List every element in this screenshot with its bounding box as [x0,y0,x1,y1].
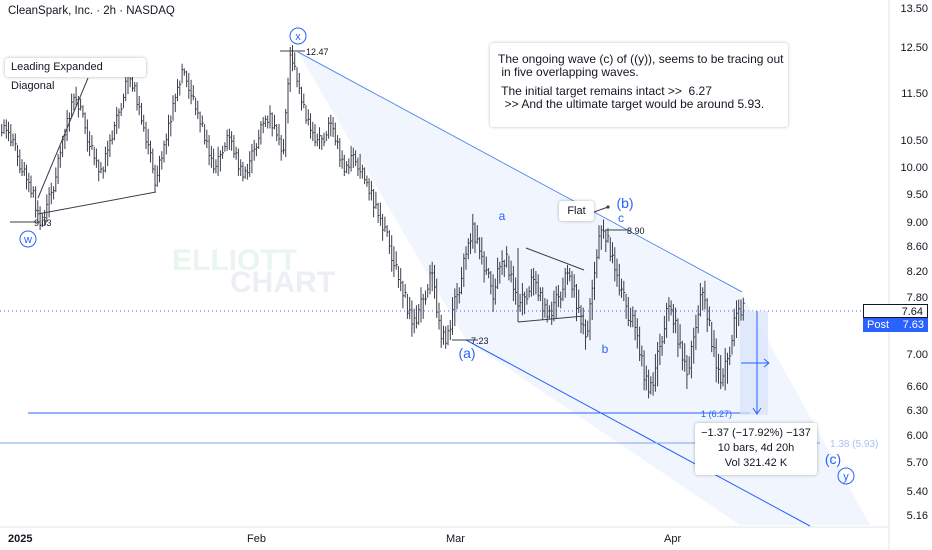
wave-x-circle [289,27,307,45]
wave-w[interactable]: w [19,230,37,248]
price-tick-label: 9.50 [906,189,928,201]
price-tick-label: 10.50 [900,135,928,147]
price-tick-label: 9.00 [906,217,928,229]
price-tick-label: 6.60 [906,381,928,393]
post-market-tag: Post 7.63 [863,318,928,332]
post-value: 7.63 [902,319,924,331]
wave-b-minor[interactable]: b [602,342,609,356]
measure-arrow-head [752,407,762,415]
wave-a-minor[interactable]: a [499,209,506,223]
wave-y-circle [837,467,855,485]
price-bars [1,45,745,399]
target-label-138: 1.38 (5.93) [830,439,878,450]
note-line-5: >> And the ultimate target would be arou… [498,97,765,111]
time-tick-label: 2025 [8,533,33,545]
price-tick-label: 5.16 [906,510,928,522]
wave-w-label: w [23,234,32,246]
wave-b-paren[interactable]: (b) [616,195,633,211]
wave-a-paren[interactable]: (a) [458,345,475,361]
analysis-note[interactable]: The ongoing wave (c) of ((y)), seems to … [490,43,788,127]
measure-change: −1.37 (−17.92%) −137 [701,427,811,439]
flat-connector [593,206,609,213]
note-line-1: The ongoing wave (c) of ((y)), seems to … [498,52,784,66]
time-tick-label: Mar [446,533,465,545]
measure-bars: 10 bars, 4d 20h [717,442,795,454]
time-tick-label: Feb [247,533,266,545]
last-price-tag: 7.64 [863,304,928,318]
price-tick-label: 7.80 [906,292,928,304]
flat-callout[interactable]: Flat [559,201,594,221]
pivot-value-b: 8.90 [627,226,645,236]
pivot-value-w: 9.03 [34,218,52,228]
price-tick-label: 10.00 [900,162,928,174]
wave-y[interactable]: y [837,467,855,485]
price-tick-label: 13.50 [900,3,928,15]
symbol-title[interactable]: CleanSpark, Inc. · 2h · NASDAQ [8,5,175,17]
triangle-upper-line [525,247,585,271]
price-tick-label: 8.20 [906,266,928,278]
pivot-value-x: 12.47 [306,47,329,57]
channel-lower-line[interactable] [465,339,811,527]
time-tick-label: Apr [664,533,682,545]
diagonal-callout[interactable]: Leading Expanded Diagonal [5,58,146,92]
wave-w-circle [19,230,37,248]
diagonal-lower-line [37,191,157,215]
price-tick-label: 5.40 [906,486,928,498]
flat-dot [606,205,610,209]
note-line-2: in five overlapping waves. [498,65,639,79]
wave-x[interactable]: x [289,27,307,45]
wave-x-label: x [295,31,301,43]
note-line-4: The initial target remains intact >> 6.2… [498,84,712,98]
price-tick-label: 11.50 [901,88,928,100]
channel-upper-line[interactable] [297,51,743,293]
target-label-1: 1 (6.27) [701,409,732,419]
watermark-bottom: CHART [230,266,335,299]
measure-tooltip[interactable]: −1.37 (−17.92%) −137 10 bars, 4d 20h Vol… [695,423,817,475]
price-tick-label: 5.70 [906,457,928,469]
measure-volume: Vol 321.42 K [724,457,788,469]
price-tick-label: 6.30 [906,405,928,417]
pivot-value-a: 7.23 [471,336,489,346]
triangle-lower-line [517,315,585,323]
watermark-top: ELLIOTT [172,244,297,277]
wave-y-label: y [843,471,849,483]
post-label: Post [867,319,890,331]
price-tick-label: 8.60 [906,241,928,253]
measure-arrow-head-right [763,358,770,368]
price-tick-label: 12.50 [900,42,928,54]
wave-c-paren[interactable]: (c) [825,451,841,467]
channel-shade [298,52,870,525]
price-tick-label: 6.00 [906,430,928,442]
price-tick-label: 7.00 [906,349,928,361]
wave-c-minor[interactable]: c [618,211,624,225]
